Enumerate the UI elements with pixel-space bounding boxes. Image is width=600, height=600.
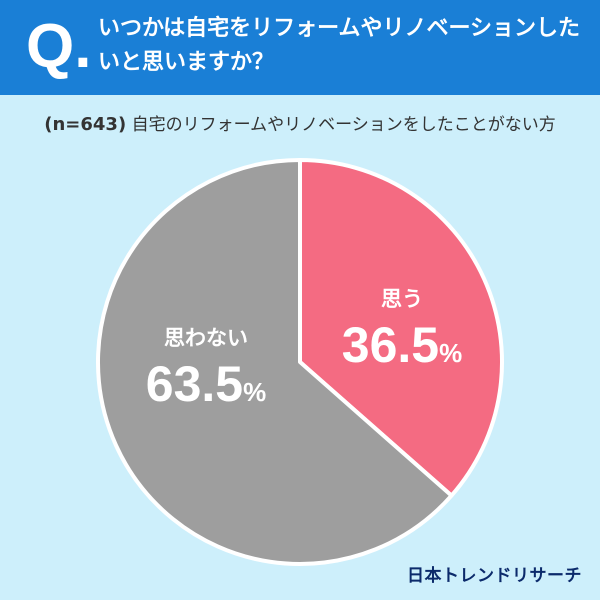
- question-header: Q. いつかは自宅をリフォームやリノベーションしたいと思いますか？: [0, 0, 600, 95]
- slice-value-1: 63.5%: [146, 356, 266, 412]
- q-mark: Q.: [26, 12, 92, 81]
- sample-size: (n=643): [44, 114, 127, 135]
- slice-label-1: 思わない: [164, 326, 248, 350]
- respondent-description: 自宅のリフォームやリノベーションをしたことがない方: [131, 115, 556, 135]
- question-text: いつかは自宅をリフォームやリノベーションしたいと思いますか？: [98, 16, 581, 75]
- brand-logo: 日本トレンドリサーチ: [407, 566, 582, 586]
- chart-subtitle: (n=643) 自宅のリフォームやリノベーションをしたことがない方: [0, 112, 600, 138]
- pie-slice-1: [96, 158, 454, 566]
- slice-label-0: 思う: [381, 287, 423, 311]
- pie-slice-0: [298, 158, 504, 498]
- slice-value-0: 36.5%: [342, 317, 462, 373]
